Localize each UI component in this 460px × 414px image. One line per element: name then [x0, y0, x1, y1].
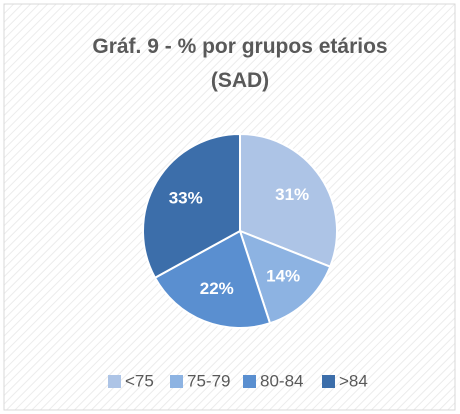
data-label: 14% [266, 266, 300, 285]
legend-label: 75-79 [187, 371, 230, 390]
legend-swatch [243, 375, 256, 388]
legend-swatch [108, 375, 121, 388]
pie-slice [142, 132, 241, 280]
legend-label: 80-84 [260, 371, 303, 390]
legend-label: <75 [125, 371, 154, 390]
legend-swatch [322, 375, 335, 388]
pie-slice [153, 229, 272, 329]
legend-label: >84 [339, 371, 368, 390]
data-label: 31% [275, 185, 309, 204]
chart-title: Gráf. 9 - % por grupos etários (SAD) [92, 35, 388, 92]
pie-slice [239, 132, 338, 269]
data-label: 22% [200, 279, 234, 298]
legend-swatch [170, 375, 183, 388]
data-label: 33% [169, 188, 203, 207]
